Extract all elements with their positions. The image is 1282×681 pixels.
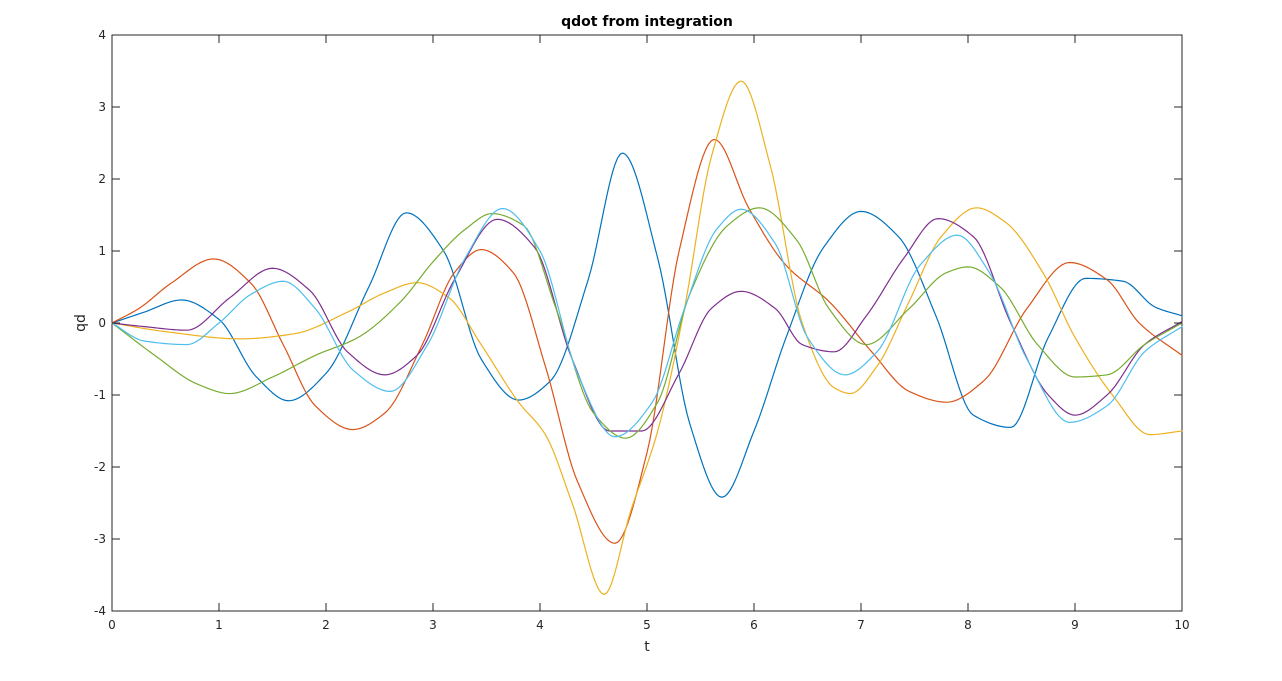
y-tick-label: -4 — [94, 604, 106, 618]
x-tick-label: 4 — [536, 618, 544, 632]
series-line-4 — [111, 218, 1183, 432]
y-tick-label: 0 — [98, 316, 106, 330]
y-tick-label: -1 — [94, 388, 106, 402]
y-tick-label: -2 — [94, 460, 106, 474]
x-tick-label: 0 — [108, 618, 116, 632]
y-axis: -4 -3 -2 -1 0 1 2 3 4 — [94, 28, 1182, 618]
series-line-5 — [111, 207, 1183, 439]
series-line-2 — [111, 138, 1183, 544]
y-tick-label: 3 — [98, 100, 106, 114]
x-axis: 0 1 2 3 4 5 6 7 8 9 10 — [108, 35, 1190, 632]
y-tick-label: 1 — [98, 244, 106, 258]
series-line-3 — [111, 80, 1183, 596]
series-layer — [111, 80, 1183, 596]
x-tick-label: 9 — [1071, 618, 1079, 632]
x-axis-label: t — [644, 639, 650, 655]
x-tick-label: 7 — [857, 618, 865, 632]
x-tick-label: 10 — [1174, 618, 1189, 632]
y-axis-label: qd — [73, 314, 89, 332]
y-tick-label: 2 — [98, 172, 106, 186]
x-tick-label: 2 — [322, 618, 330, 632]
y-tick-label: -3 — [94, 532, 106, 546]
y-tick-label: 4 — [98, 28, 106, 42]
series-line-6 — [111, 207, 1183, 438]
chart-title: qdot from integration — [561, 14, 733, 30]
plot-area — [111, 34, 1183, 612]
x-tick-label: 8 — [964, 618, 972, 632]
series-line-1 — [111, 152, 1183, 498]
x-tick-label: 6 — [750, 618, 758, 632]
x-tick-label: 5 — [643, 618, 651, 632]
x-tick-label: 1 — [215, 618, 223, 632]
x-tick-label: 3 — [429, 618, 437, 632]
